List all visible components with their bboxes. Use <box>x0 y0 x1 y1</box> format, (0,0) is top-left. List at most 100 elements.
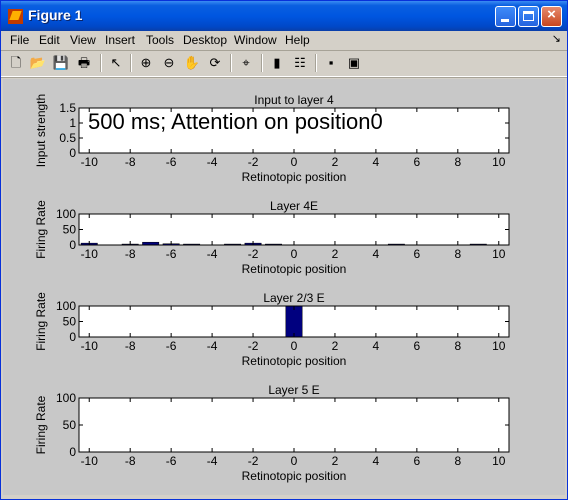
close-button[interactable]: × <box>541 6 562 27</box>
y-tick-label: 0.5 <box>59 131 76 145</box>
colorbar-icon[interactable]: ▮ <box>268 54 286 72</box>
x-tick-label: 2 <box>332 155 339 169</box>
x-tick-label: 4 <box>373 155 380 169</box>
x-tick-label: 2 <box>332 247 339 261</box>
dock-arrow-icon[interactable]: ↘ <box>552 32 561 45</box>
x-tick-label: -10 <box>81 155 99 169</box>
x-tick-label: 6 <box>414 454 421 468</box>
menu-view[interactable]: View <box>70 33 96 47</box>
x-tick-label: -2 <box>248 155 259 169</box>
x-tick-label: 0 <box>291 339 298 353</box>
x-tick-label: 4 <box>373 247 380 261</box>
pan-hand-icon[interactable]: ✋ <box>183 54 201 72</box>
x-tick-label: -4 <box>207 247 218 261</box>
x-tick-label: 2 <box>332 454 339 468</box>
x-tick-label: 8 <box>454 454 461 468</box>
x-tick-label: -10 <box>81 247 99 261</box>
x-tick-label: -6 <box>166 155 177 169</box>
maximize-button[interactable] <box>518 6 539 27</box>
x-tick-label: 0 <box>291 155 298 169</box>
x-tick-label: 10 <box>492 454 506 468</box>
x-tick-label: 10 <box>492 247 506 261</box>
x-tick-label: -2 <box>248 339 259 353</box>
x-axis-label: Retinotopic position <box>242 469 347 483</box>
x-tick-label: -8 <box>125 454 136 468</box>
y-tick-label: 0 <box>69 146 76 160</box>
x-tick-label: -10 <box>81 339 99 353</box>
menu-desktop[interactable]: Desktop <box>183 33 227 47</box>
x-axis-label: Retinotopic position <box>242 262 347 276</box>
x-tick-label: 8 <box>454 247 461 261</box>
y-tick-label: 1 <box>69 116 76 130</box>
x-tick-label: 6 <box>414 339 421 353</box>
y-tick-label: 1.5 <box>59 101 76 115</box>
x-axis-label: Retinotopic position <box>242 170 347 184</box>
toolbar-separator <box>261 54 263 72</box>
y-tick-label: 0 <box>69 238 76 252</box>
x-tick-label: -2 <box>248 247 259 261</box>
menu-edit[interactable]: Edit <box>39 33 60 47</box>
title-bar[interactable]: Figure 1 × <box>1 1 567 31</box>
menu-file[interactable]: File <box>10 33 29 47</box>
y-axis-label: Firing Rate <box>34 292 48 351</box>
x-tick-label: 4 <box>373 339 380 353</box>
x-tick-label: -8 <box>125 155 136 169</box>
x-tick-label: -6 <box>166 454 177 468</box>
data-cursor-icon[interactable]: ⌖ <box>237 54 255 72</box>
x-tick-label: 10 <box>492 339 506 353</box>
minimize-icon <box>501 19 509 22</box>
new-file-icon[interactable]: 🗋 <box>7 54 25 72</box>
toolbar-separator <box>100 54 102 72</box>
subplot-title: Layer 2/3 E <box>263 291 324 305</box>
window-title: Figure 1 <box>28 7 82 23</box>
plot-annotation: 500 ms; Attention on position0 <box>88 109 383 134</box>
x-tick-label: 10 <box>492 155 506 169</box>
y-tick-label: 0 <box>69 445 76 459</box>
subplot-title: Layer 5 E <box>268 383 319 397</box>
menu-help[interactable]: Help <box>285 33 310 47</box>
menu-window[interactable]: Window <box>234 33 277 47</box>
show-plot-tools-icon[interactable]: ▣ <box>345 54 363 72</box>
menu-insert[interactable]: Insert <box>105 33 135 47</box>
subplot-title: Layer 4E <box>270 199 318 213</box>
y-tick-label: 50 <box>63 418 77 432</box>
x-tick-label: -10 <box>81 454 99 468</box>
menu-tools[interactable]: Tools <box>146 33 174 47</box>
axes-background <box>79 214 509 245</box>
y-axis-label: Firing Rate <box>34 395 48 454</box>
x-tick-label: -2 <box>248 454 259 468</box>
close-icon: × <box>542 6 561 23</box>
axes-background <box>79 398 509 452</box>
save-icon[interactable]: 💾 <box>52 54 70 72</box>
x-tick-label: 0 <box>291 454 298 468</box>
subplot-title: Input to layer 4 <box>254 93 334 107</box>
x-axis-label: Retinotopic position <box>242 354 347 368</box>
y-tick-label: 100 <box>56 299 76 313</box>
figure-canvas: -10 -8 -6 -4 -2 0 2 4 6 8 10 0 0.5 1 1.5 Input to layer… <box>3 79 565 495</box>
open-folder-icon[interactable]: 📂 <box>29 54 47 72</box>
y-axis-label: Firing Rate <box>34 200 48 259</box>
figure-toolbar: 🗋 📂 💾 🖶 ↖ ⊕ ⊖ ✋ ⟳ ⌖ ▮ ☷ ▪ ▣ <box>1 51 567 77</box>
x-tick-label: -4 <box>207 454 218 468</box>
zoom-out-icon[interactable]: ⊖ <box>160 54 178 72</box>
x-tick-label: 2 <box>332 339 339 353</box>
minimize-button[interactable] <box>495 6 516 27</box>
y-axis-label: Input strength <box>34 94 48 167</box>
select-arrow-icon[interactable]: ↖ <box>107 54 125 72</box>
maximize-icon <box>523 11 534 21</box>
matlab-logo-icon <box>8 9 23 24</box>
x-tick-label: 6 <box>414 247 421 261</box>
legend-icon[interactable]: ☷ <box>291 54 309 72</box>
hide-plot-tools-icon[interactable]: ▪ <box>322 54 340 72</box>
rotate-3d-icon[interactable]: ⟳ <box>206 54 224 72</box>
print-icon[interactable]: 🖶 <box>75 54 93 72</box>
x-tick-label: 8 <box>454 339 461 353</box>
toolbar-separator <box>315 54 317 72</box>
y-tick-label: 50 <box>63 223 77 237</box>
x-tick-label: -8 <box>125 247 136 261</box>
zoom-in-icon[interactable]: ⊕ <box>137 54 155 72</box>
y-tick-label: 0 <box>69 330 76 344</box>
bar <box>286 306 302 337</box>
